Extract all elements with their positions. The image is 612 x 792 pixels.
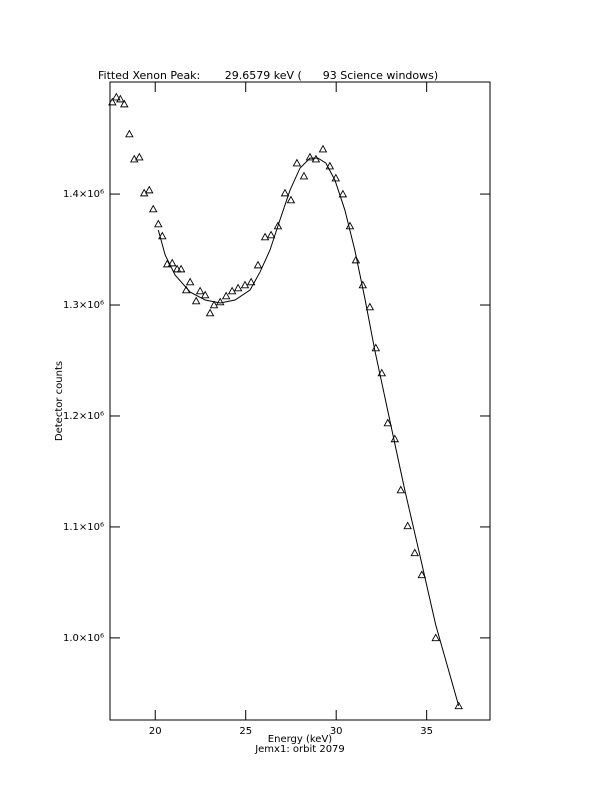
chart-title: Fitted Xenon Peak: 29.6579 keV ( 93 Scie… [98,69,438,82]
data-point [338,189,348,198]
data-point [221,291,231,300]
data-point [167,258,177,267]
x-axis-label: Energy (keV) [268,734,333,745]
data-point [148,204,158,213]
data-point [454,701,463,710]
fit-line [157,157,460,707]
data-point [299,171,309,180]
y-tick-label: 1.3×10⁶ [63,300,104,311]
data-point [311,154,321,163]
x-tick-label: 35 [420,726,433,737]
data-point [158,231,167,240]
data-point [351,255,361,264]
plot-frame [109,81,491,721]
data-point [162,259,172,268]
data-point [396,485,406,494]
x-tick-label: 20 [149,726,162,737]
data-point [292,158,302,167]
y-axis-label: Detector counts [54,361,65,441]
data-point [325,161,335,170]
data-point [205,308,215,317]
data-point [286,195,296,204]
data-point [135,152,144,161]
data-point [154,219,163,228]
x-tick-label: 30 [330,726,343,737]
data-point [266,230,276,239]
data-point [431,633,440,642]
data-point [365,302,375,311]
subtitle: Jemx1: orbit 2079 [254,744,345,755]
data-point [215,297,225,306]
data-point [120,99,129,108]
data-point [112,92,121,101]
data-point [403,521,412,530]
data-point [233,283,243,292]
data-point [209,300,219,309]
data-point [200,290,210,299]
y-tick-label: 1.0×10⁶ [63,633,104,644]
data-point [195,286,205,295]
data-point [185,277,195,286]
data-point [108,97,117,106]
data-point [280,188,290,197]
data-point [305,152,315,161]
data-point [176,264,186,273]
data-point [383,418,393,427]
data-point [417,570,427,579]
data-point [125,129,134,138]
data-point [260,232,270,241]
data-point [246,277,256,286]
data-point [318,144,328,153]
data-point [410,548,419,557]
data-point [227,286,237,295]
data-point [145,185,154,194]
data-point [191,296,201,305]
y-tick-label: 1.2×10⁶ [63,411,104,422]
data-point [116,94,125,103]
x-tick-label: 25 [239,726,252,737]
y-tick-label: 1.4×10⁶ [63,189,104,200]
data-point [253,260,263,269]
y-tick-label: 1.1×10⁶ [63,522,104,533]
data-point [240,280,250,289]
data-point [273,221,283,230]
